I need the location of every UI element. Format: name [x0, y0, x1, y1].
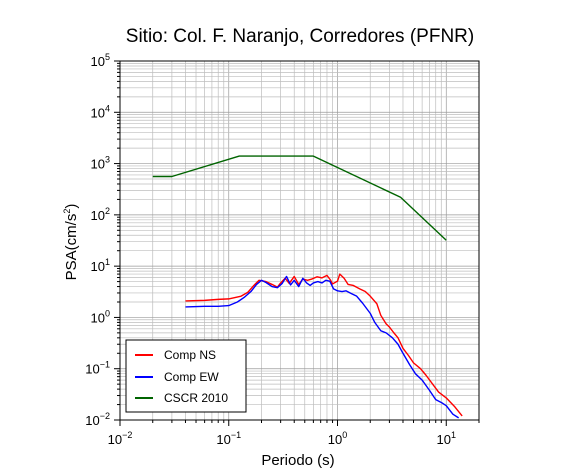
series-cscr-2010-line: [152, 155, 447, 241]
plot-frame: [119, 60, 480, 421]
y-tick-label: 10−2: [85, 411, 110, 428]
grid: [119, 60, 480, 421]
x-tick-label: 101: [437, 430, 456, 447]
y-axis-label: PSA(cm/s2): [62, 204, 80, 281]
x-tick-label: 100: [328, 430, 347, 447]
legend-label-cscr: CSCR 2010: [164, 391, 228, 405]
x-tick-label: 10−2: [108, 430, 133, 447]
y-tick-label: 104: [91, 103, 110, 120]
chart-title: Sitio: Col. F. Naranjo, Corredores (PFNR…: [126, 26, 474, 47]
y-tick-label: 105: [91, 52, 110, 69]
legend-label-ew: Comp EW: [164, 370, 219, 384]
legend-label-ns: Comp NS: [164, 348, 216, 362]
series-comp-ew-line: [185, 275, 460, 419]
y-axis-ticks: 10−2 10−1 100 101 102 103 104 105: [85, 52, 120, 428]
y-tick-label: 10−1: [85, 360, 110, 377]
y-tick-label: 101: [91, 257, 110, 274]
series-layer: [152, 155, 463, 419]
legend: Comp NS Comp EW CSCR 2010: [125, 339, 247, 413]
y-axis-label-suffix: ): [63, 204, 80, 209]
x-axis-ticks: 10−2 10−1 100 101: [108, 420, 480, 447]
x-axis-label: Periodo (s): [261, 452, 334, 469]
x-tick-label: 10−1: [216, 430, 241, 447]
y-tick-label: 100: [91, 308, 110, 325]
y-tick-label: 102: [91, 206, 110, 223]
y-tick-label: 103: [91, 155, 110, 172]
y-axis-label-prefix: PSA(cm/s: [63, 214, 80, 281]
y-axis-label-exponent: 2: [62, 209, 72, 214]
